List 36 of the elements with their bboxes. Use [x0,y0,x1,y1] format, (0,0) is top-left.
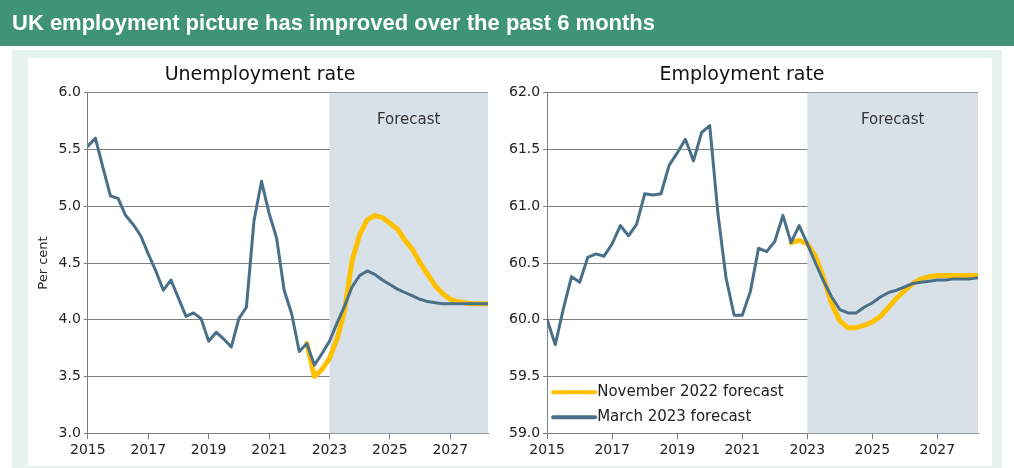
x-tick-label: 2027 [432,441,469,458]
x-tick-label: 2017 [594,441,631,458]
y-tick-label: 5.0 [58,196,81,213]
legend-label: March 2023 forecast [597,407,752,426]
y-tick-label: 61.5 [509,140,541,157]
x-tick-label: 2023 [789,441,826,458]
x-tick-label: 2025 [372,441,408,458]
y-tick-label: 4.5 [58,253,81,270]
x-tick-label: 2021 [724,441,761,458]
y-tick-label: 5.5 [58,140,81,157]
y-tick-label: 59.5 [509,367,541,384]
y-tick-label: 6.0 [58,83,81,100]
y-tick-label: 62.0 [509,83,541,100]
x-tick-label: 2015 [70,441,106,458]
x-tick-label: 2021 [251,441,287,458]
y-tick-label: 61.0 [509,196,541,213]
x-tick-label: 2015 [529,441,565,458]
y-tick-label: 3.5 [58,367,81,384]
y-tick-label: 60.5 [509,253,541,270]
y-tick-label: 3.0 [58,423,81,440]
text: UK employment picture has improved over the past 6 months [12,10,656,35]
chart-title: Employment rate [659,62,825,85]
x-tick-label: 2017 [130,441,167,458]
legend-label: November 2022 forecast [597,382,784,401]
y-axis-title: Per cent [35,236,51,290]
x-tick-label: 2023 [311,441,348,458]
y-tick-label: 4.0 [58,310,81,327]
x-tick-label: 2019 [190,441,227,458]
band-label: Forecast [376,110,441,129]
y-tick-label: 60.0 [509,310,541,327]
x-tick-label: 2025 [854,441,891,458]
chart-title: Unemployment rate [164,62,356,85]
x-tick-label: 2027 [919,441,956,458]
band-label: Forecast [860,110,925,129]
x-tick-label: 2019 [659,441,696,458]
y-tick-label: 59.0 [509,423,541,440]
